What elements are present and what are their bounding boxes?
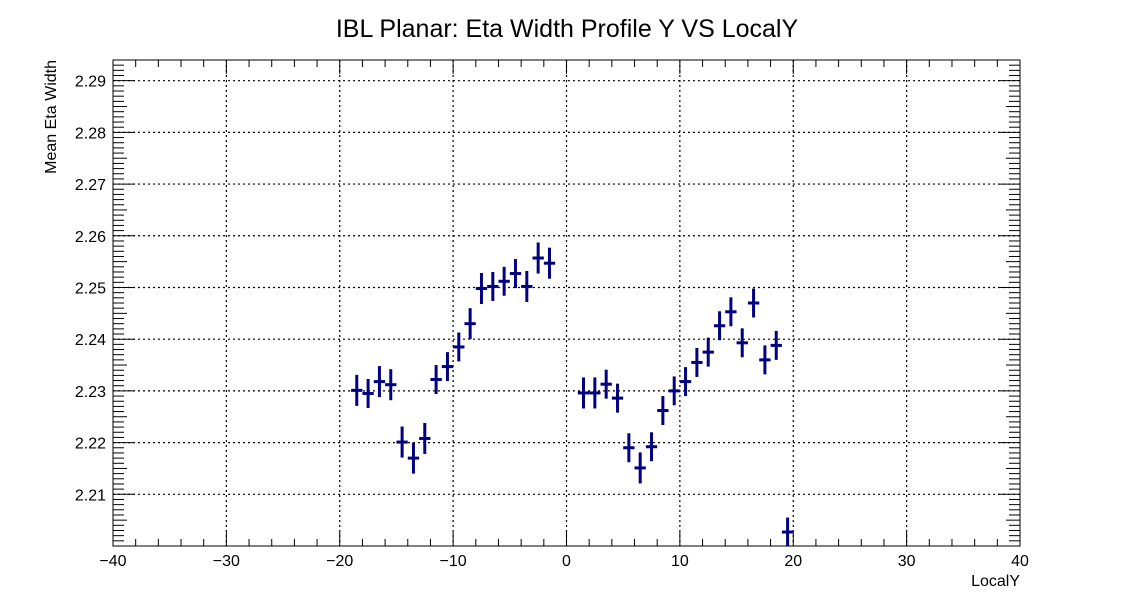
data-point — [396, 426, 408, 458]
data-point — [611, 383, 624, 413]
data-point — [657, 396, 669, 426]
data-point — [736, 328, 748, 358]
y-tick-label: 2.27 — [75, 177, 106, 194]
x-tick-label: −20 — [326, 553, 353, 570]
data-point — [487, 271, 499, 301]
data-point — [770, 330, 782, 360]
x-tick-label: −30 — [213, 553, 240, 570]
plot-frame — [112, 59, 1021, 547]
data-point — [385, 369, 397, 401]
data-point — [419, 422, 431, 454]
data-point — [521, 270, 533, 302]
data-points — [351, 242, 794, 546]
x-tick-label: 20 — [784, 553, 802, 570]
y-axis-title: Mean Eta Width — [43, 60, 60, 174]
data-point — [577, 377, 590, 409]
data-point — [532, 242, 544, 274]
data-point — [498, 266, 510, 296]
data-point — [691, 347, 703, 377]
data-point — [781, 517, 794, 546]
data-point — [589, 377, 601, 409]
x-tick-label: 40 — [1011, 553, 1029, 570]
data-point — [623, 433, 635, 463]
data-point — [713, 311, 726, 341]
x-tick-label: −40 — [99, 553, 126, 570]
data-point — [634, 452, 646, 484]
chart-title: IBL Planar: Eta Width Profile Y VS Local… — [336, 15, 799, 43]
data-point — [600, 369, 612, 399]
y-tick-label: 2.24 — [75, 332, 106, 349]
tick-labels: −40 −30 −20 −10 0 10 20 30 40 2.21 2.22 2.23 2.24 2.2… — [75, 74, 1029, 570]
data-point — [407, 442, 420, 474]
y-tick-label: 2.23 — [75, 384, 106, 401]
data-point — [509, 259, 522, 289]
x-axis-title: LocalY — [971, 573, 1020, 590]
data-point — [464, 308, 476, 340]
data-point — [441, 352, 454, 382]
data-point — [475, 273, 488, 305]
y-tick-label: 2.28 — [75, 125, 106, 142]
axis-ticks — [112, 59, 1021, 547]
data-point — [543, 247, 556, 279]
y-tick-label: 2.25 — [75, 280, 106, 297]
x-tick-label: 0 — [562, 553, 571, 570]
data-point — [747, 288, 760, 318]
data-point — [702, 337, 714, 367]
grid-lines — [113, 60, 1020, 546]
data-point — [373, 366, 386, 398]
data-point — [668, 376, 680, 406]
data-point — [759, 345, 771, 375]
data-point — [679, 367, 692, 397]
data-point — [430, 365, 442, 394]
x-tick-label: −10 — [440, 553, 467, 570]
x-tick-label: 10 — [671, 553, 689, 570]
data-point — [725, 297, 737, 327]
y-tick-label: 2.21 — [75, 487, 106, 504]
data-point — [362, 379, 374, 408]
y-tick-label: 2.22 — [75, 436, 106, 453]
y-tick-label: 2.29 — [75, 74, 106, 91]
x-tick-label: 30 — [898, 553, 916, 570]
data-point — [645, 432, 658, 462]
data-point — [453, 332, 465, 362]
y-tick-label: 2.26 — [75, 229, 106, 246]
data-point — [351, 374, 363, 406]
